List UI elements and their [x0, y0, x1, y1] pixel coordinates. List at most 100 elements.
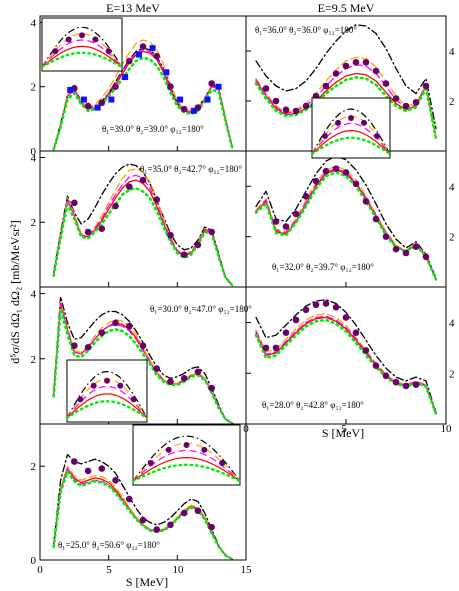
data-point-circle [302, 193, 310, 200]
data-point-circle [167, 83, 174, 91]
plot-area [254, 155, 438, 281]
chart-panel-left-2: 2 4 θ₁=35.0° θ₂=42.7° φ₁₂=180° [31, 150, 247, 288]
chart-panel-left-4: 0 2 θ₁=25.0° θ₂=50.6° φ₁₂=180° [31, 423, 247, 567]
data-point-circle [272, 218, 280, 225]
data-point-circle [402, 249, 410, 257]
series-line-dashdot-1 [255, 155, 437, 279]
left-bottom-ticks: 0 5 10 15 [37, 564, 252, 576]
inset-data-point [65, 36, 72, 43]
tick-label-x: 15 [241, 564, 253, 576]
data-point-circle [342, 314, 350, 321]
panels-group: 0 2 4 θ₁=39.0° θ₂=39.0° φ₁₂=180° 2 4 θ₁=36.0° … [31, 15, 455, 567]
angle-annotation: θ₁=39.0° θ₂=39.0° φ₁₂=180° [102, 124, 204, 134]
angle-annotation: θ₁=28.0° θ₂=42.8° φ₁₂=180° [262, 400, 364, 410]
data-point-circle [312, 177, 320, 185]
y-tick-label: 2 [449, 232, 455, 244]
y-tick-label: 4 [449, 318, 455, 330]
data-point-circle [139, 43, 147, 50]
inset-data-point [90, 382, 97, 389]
data-point-circle [180, 251, 188, 258]
data-point-circle [153, 196, 161, 203]
data-point-circle [382, 372, 390, 380]
inset-data-point [92, 36, 99, 43]
data-point-square [204, 96, 211, 103]
series-line-dots-4 [52, 56, 234, 151]
data-point-circle [194, 507, 202, 515]
data-point-circle [125, 183, 133, 190]
chart-panel-right-2: 2 4 θ₁=32.0° θ₂=39.7° φ₁₂=180° [245, 150, 455, 288]
plot-area [52, 296, 234, 424]
data-point-circle [112, 83, 119, 91]
data-point-square [67, 86, 74, 93]
inset-data-point [77, 396, 84, 403]
y-tick-label: 4 [31, 289, 37, 301]
angle-annotation: θ₁=25.0° θ₂=50.6° φ₁₂=180° [58, 540, 160, 550]
chart-panel-right-3: 2 4 θ₁=28.0° θ₂=42.8° φ₁₂=180° [245, 286, 455, 425]
angle-annotation: θ₁=30.0° θ₂=47.0° φ₁₂=180° [150, 304, 252, 314]
data-point-circle [208, 228, 215, 236]
inset-data-point [322, 133, 328, 139]
data-point-circle [208, 80, 215, 87]
inset-curve-3 [132, 456, 241, 482]
series-line-dash-2 [255, 312, 437, 415]
data-point-square [149, 45, 156, 52]
data-point-circle [352, 58, 360, 66]
data-point-circle [392, 378, 400, 386]
data-point-circle [372, 215, 380, 223]
data-point-circle [382, 233, 390, 240]
inset-data-point [79, 32, 85, 39]
inset-data-point [165, 446, 172, 453]
series-line-dots-4 [52, 186, 234, 287]
inset-data-point [52, 48, 59, 55]
data-point-circle [153, 52, 161, 60]
data-point-circle [262, 85, 270, 92]
data-point-square [190, 107, 197, 114]
tick-label-x: 5 [106, 564, 112, 576]
series-line-dash-3 [255, 315, 437, 415]
inset-frame-3 [132, 424, 241, 486]
angle-annotation: θ₁=35.0° θ₂=42.7° φ₁₂=180° [140, 164, 242, 174]
left-column-title: E=13 MeV [106, 1, 160, 15]
inset-data-point [361, 119, 367, 126]
data-point-circle [322, 300, 330, 307]
data-point-circle [125, 57, 133, 65]
y-tick-label: 4 [449, 181, 455, 193]
data-point-circle [312, 301, 320, 309]
data-point-circle [342, 62, 350, 70]
data-point-circle [167, 378, 174, 385]
inset-data-point [374, 133, 380, 139]
inset-curve-4 [65, 400, 149, 420]
inset-data-point [104, 377, 110, 384]
tick-label-x: 0 [243, 423, 249, 435]
y-tick-label: 2 [31, 82, 37, 94]
data-point-circle [382, 80, 390, 87]
data-point-circle [98, 99, 106, 107]
data-point-circle [422, 253, 430, 261]
y-tick-label: 2 [31, 217, 37, 229]
data-point-circle [412, 381, 420, 388]
data-point-circle [125, 495, 133, 503]
inset-data-point [183, 442, 190, 448]
data-point-circle [362, 198, 370, 205]
data-point-circle [112, 476, 119, 484]
series-line-dashdot-1 [255, 299, 437, 414]
series-line-dash-2 [53, 168, 233, 287]
data-point-square [108, 96, 115, 103]
series-line-dashdot-1 [255, 24, 437, 130]
inset-curve-4 [40, 51, 124, 69]
plot-area [52, 453, 234, 560]
plot-area [254, 299, 438, 416]
plot-area [254, 24, 438, 140]
data-point-circle [342, 169, 350, 176]
y-tick-label: 4 [31, 152, 37, 164]
data-point-circle [194, 241, 202, 249]
x-axis-label-left: S [MeV] [126, 575, 168, 589]
data-point-circle [167, 521, 174, 529]
series-line-dash-3 [255, 167, 437, 281]
inset-curve-3 [41, 45, 123, 68]
inset-curve-4 [310, 136, 392, 156]
data-point-circle [302, 102, 310, 110]
plot-area [52, 163, 234, 287]
right-column-title: E=9.5 MeV [318, 1, 375, 15]
data-point-circle [153, 526, 161, 533]
